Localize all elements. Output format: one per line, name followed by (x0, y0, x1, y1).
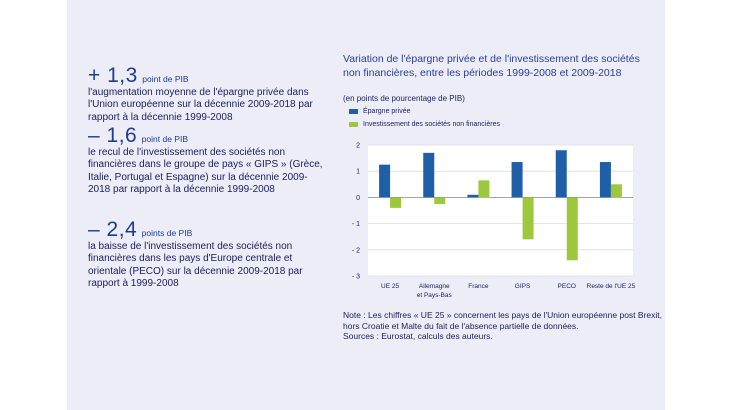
legend-swatch-savings (349, 108, 358, 114)
y-tick-label: - 1 (352, 221, 360, 228)
y-tick-label: - 2 (352, 247, 360, 254)
stat-description: l'augmentation moyenne de l'épargne priv… (88, 87, 313, 123)
bar-investment (478, 180, 490, 198)
x-category-label: UE 25 (381, 283, 399, 290)
stat-description: le recul de l'investissement des société… (88, 147, 323, 196)
stat-block-2: – 1,6 point de PIB le recul de l'investi… (88, 124, 328, 197)
bar-investment (434, 197, 446, 204)
x-category-label: et Pays-Bas (417, 292, 453, 299)
legend-label-investment: Investissement des sociétés non financiè… (363, 121, 500, 128)
y-tick-label: 2 (356, 143, 360, 150)
y-tick-label: 0 (356, 195, 360, 202)
bar-savings (467, 194, 479, 198)
stat-block-1: + 1,3 point de PIB l'augmentation moyenn… (88, 64, 328, 124)
bar-investment (610, 184, 622, 198)
x-category-label: PECO (558, 283, 576, 290)
bar-savings (511, 162, 523, 198)
bar-savings (423, 152, 435, 198)
stat-value: – 1,6 (88, 124, 138, 147)
chart-note: Note : Les chiffres « UE 25 » concernent… (343, 310, 673, 342)
bar-investment (390, 197, 402, 208)
plot-area (368, 145, 633, 276)
x-category-label: Reste de l'UE 25 (587, 283, 636, 290)
bar-savings (599, 162, 611, 198)
stat-unit: point de PIB (142, 74, 189, 84)
chart-title: Variation de l'épargne privée et de l'in… (343, 53, 640, 79)
y-tick-label: - 3 (352, 274, 360, 281)
x-category-label: France (468, 283, 489, 290)
legend-item-investment: Investissement des sociétés non financiè… (349, 121, 500, 128)
legend-swatch-investment (349, 121, 358, 127)
stat-unit: points de PIB (141, 228, 193, 238)
stat-value: + 1,3 (88, 64, 138, 87)
stat-block-3: – 2,4 points de PIB la baisse de l'inves… (88, 218, 328, 291)
x-category-label: GIPS (515, 283, 531, 290)
legend-label-savings: Épargne privée (363, 108, 411, 115)
bar-investment (566, 197, 578, 261)
stat-description: la baisse de l'investissement des sociét… (88, 241, 303, 290)
bar-savings (555, 150, 567, 198)
sources-text: Sources : Eurostat, calculs des auteurs. (343, 331, 493, 342)
y-tick-label: 1 (356, 169, 360, 176)
bar-savings (379, 164, 391, 198)
bar-investment (522, 197, 534, 240)
stat-unit: point de PIB (141, 134, 188, 144)
x-category-label: Allemagne (419, 283, 450, 290)
stat-value: – 2,4 (88, 218, 138, 241)
note-text: Note : Les chiffres « UE 25 » concernent… (343, 310, 662, 331)
legend-item-savings: Épargne privée (349, 108, 410, 115)
chart-subtitle: (en points de pourcentage de PIB) (343, 94, 465, 103)
